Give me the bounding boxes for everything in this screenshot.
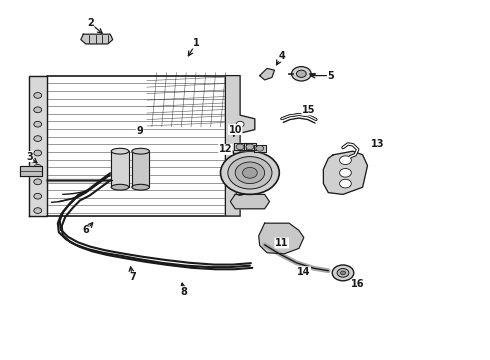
Text: 2: 2 xyxy=(87,18,94,28)
Polygon shape xyxy=(20,166,42,176)
Text: 16: 16 xyxy=(351,279,365,289)
Text: 14: 14 xyxy=(297,267,311,277)
Circle shape xyxy=(34,208,42,213)
Circle shape xyxy=(236,145,244,150)
Circle shape xyxy=(34,165,42,170)
Circle shape xyxy=(236,121,244,127)
Ellipse shape xyxy=(111,148,129,154)
Circle shape xyxy=(340,179,351,188)
Text: 5: 5 xyxy=(327,71,334,81)
Circle shape xyxy=(228,157,272,189)
Circle shape xyxy=(34,121,42,127)
Circle shape xyxy=(235,162,265,184)
Text: 7: 7 xyxy=(129,272,136,282)
Ellipse shape xyxy=(132,184,149,190)
Text: 12: 12 xyxy=(219,144,232,154)
Polygon shape xyxy=(81,34,113,44)
Polygon shape xyxy=(254,145,266,152)
Circle shape xyxy=(256,145,264,151)
Circle shape xyxy=(220,151,279,194)
Polygon shape xyxy=(323,151,368,194)
Circle shape xyxy=(246,144,254,150)
Circle shape xyxy=(296,70,306,77)
Circle shape xyxy=(243,167,257,178)
Text: 3: 3 xyxy=(26,152,33,162)
Text: 15: 15 xyxy=(302,105,316,115)
Polygon shape xyxy=(260,68,274,80)
Circle shape xyxy=(332,265,354,281)
Circle shape xyxy=(34,193,42,199)
Circle shape xyxy=(34,179,42,185)
Circle shape xyxy=(34,136,42,141)
Polygon shape xyxy=(259,223,304,254)
Circle shape xyxy=(236,165,244,170)
Text: 10: 10 xyxy=(228,125,242,135)
Circle shape xyxy=(341,271,345,275)
Polygon shape xyxy=(132,151,149,187)
Circle shape xyxy=(34,107,42,113)
Circle shape xyxy=(236,190,244,195)
Circle shape xyxy=(340,168,351,177)
Text: 8: 8 xyxy=(180,287,187,297)
Circle shape xyxy=(34,150,42,156)
Polygon shape xyxy=(234,143,246,150)
Polygon shape xyxy=(111,151,129,187)
Polygon shape xyxy=(230,194,270,209)
Polygon shape xyxy=(29,76,47,216)
Text: 6: 6 xyxy=(82,225,89,235)
Text: 11: 11 xyxy=(275,238,289,248)
Text: 9: 9 xyxy=(136,126,143,136)
Circle shape xyxy=(34,93,42,98)
Ellipse shape xyxy=(111,184,129,190)
Polygon shape xyxy=(244,143,256,150)
Polygon shape xyxy=(225,76,255,216)
Text: 4: 4 xyxy=(278,51,285,61)
Circle shape xyxy=(292,67,311,81)
Text: 1: 1 xyxy=(193,38,199,48)
Circle shape xyxy=(236,144,244,150)
Text: 13: 13 xyxy=(370,139,384,149)
Circle shape xyxy=(337,269,349,277)
Ellipse shape xyxy=(132,148,149,154)
Circle shape xyxy=(340,156,351,165)
